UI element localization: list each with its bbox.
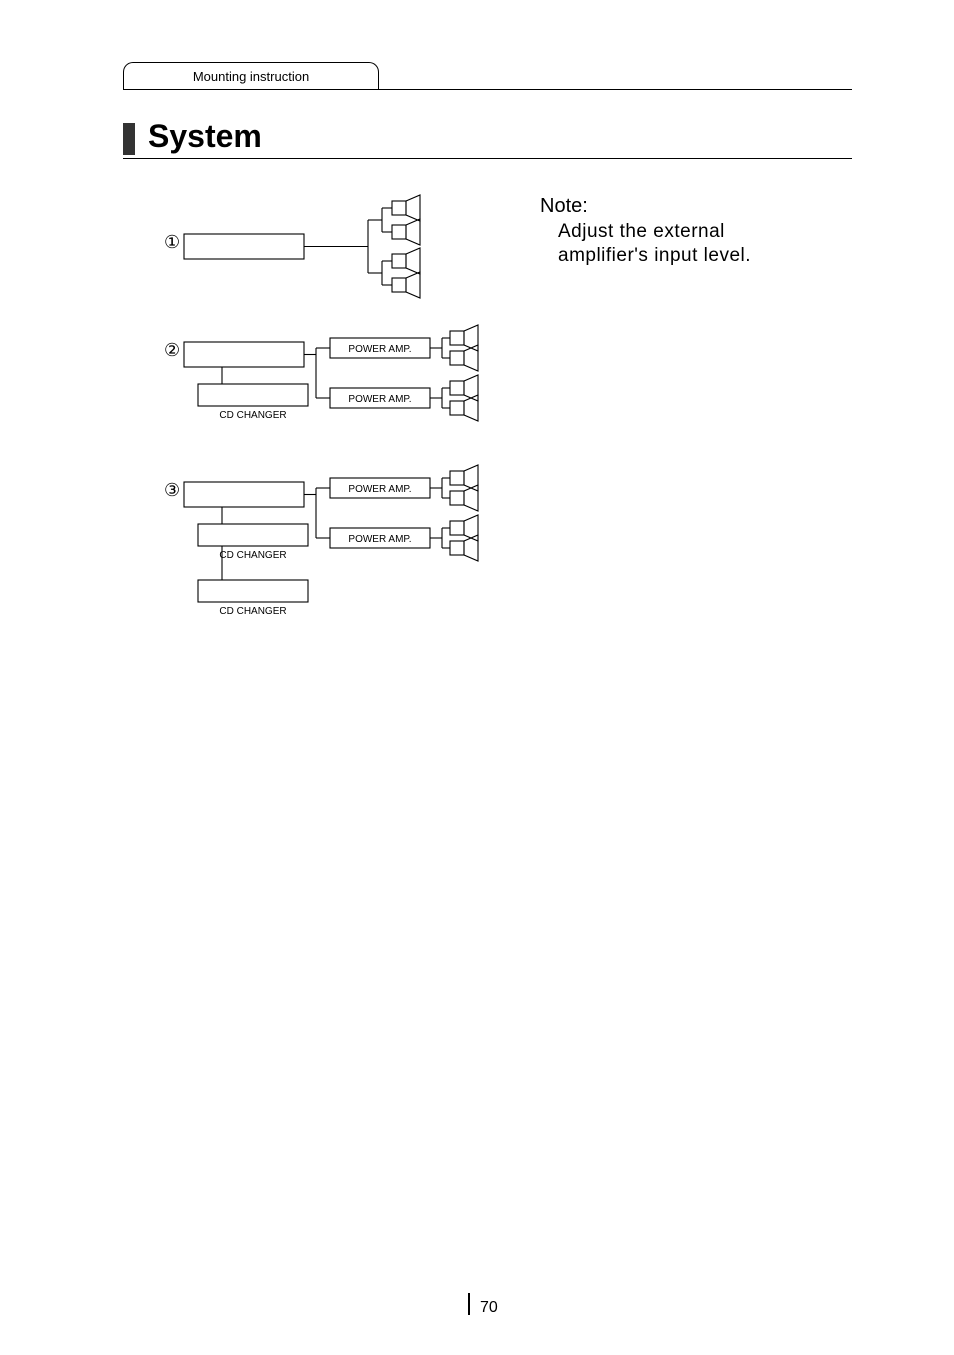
speaker-icon xyxy=(392,219,420,245)
power-amp-label: POWER AMP. xyxy=(348,394,411,405)
speaker-icon xyxy=(392,248,420,274)
page-number: 70 xyxy=(480,1299,498,1317)
circled-1: ① xyxy=(164,232,180,252)
circled-3: ③ xyxy=(164,480,180,500)
power-amp-label: POWER AMP. xyxy=(348,344,411,355)
title-rule xyxy=(123,158,852,159)
header-tab-label: Mounting instruction xyxy=(193,69,309,84)
power-amp-label: POWER AMP. xyxy=(348,484,411,495)
cd-changer-label: CD CHANGER xyxy=(219,606,286,617)
cd-changer-label: CD CHANGER xyxy=(219,410,286,421)
header-tab: Mounting instruction xyxy=(123,62,379,89)
circled-2: ② xyxy=(164,340,180,360)
header-rule xyxy=(123,89,852,90)
system-diagram: ① xyxy=(150,190,540,670)
cd-changer-label: CD CHANGER xyxy=(219,550,286,561)
title-accent-bar xyxy=(123,123,135,155)
speaker-icon xyxy=(392,195,420,221)
page: Mounting instruction System Note: Adjust… xyxy=(0,0,954,1355)
page-title: System xyxy=(148,118,262,155)
note-heading: Note: xyxy=(540,195,588,218)
note-body: Adjust the external amplifier's input le… xyxy=(558,220,751,268)
speaker-icon xyxy=(392,272,420,298)
page-number-mark xyxy=(468,1293,470,1315)
power-amp-label: POWER AMP. xyxy=(348,534,411,545)
